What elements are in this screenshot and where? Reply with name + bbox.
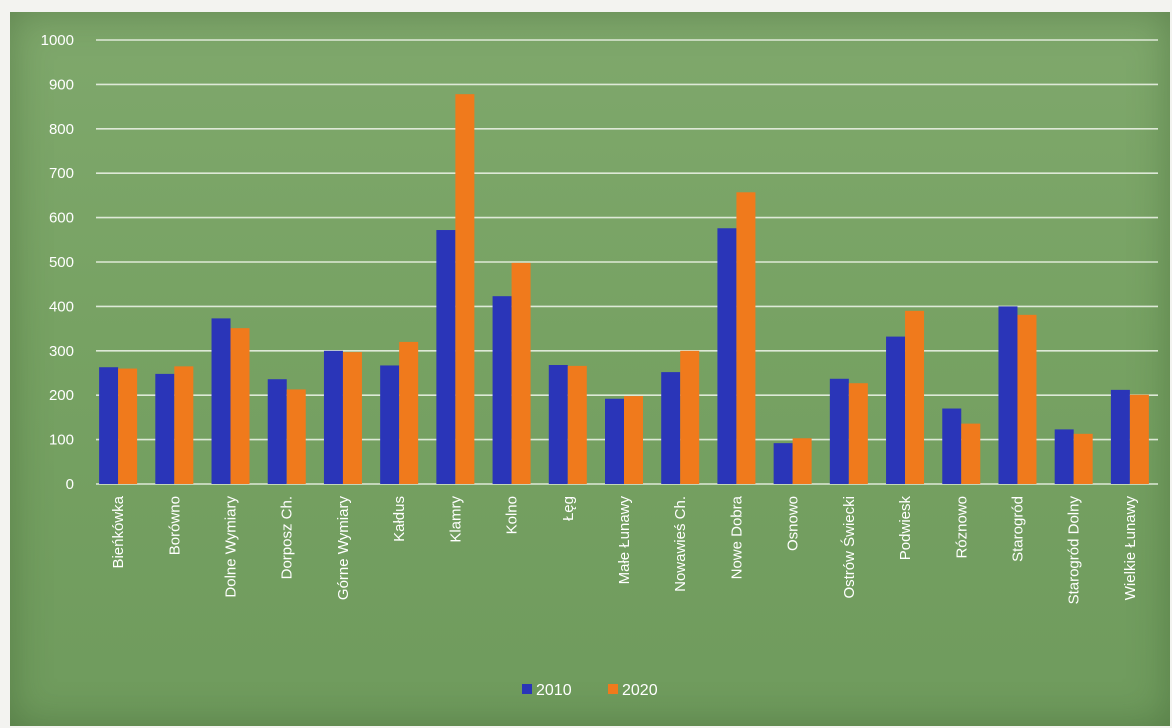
bar-2010-9: [605, 398, 624, 484]
bar-2020-11: [736, 192, 756, 485]
legend-label-2010: 2010: [536, 682, 572, 699]
y-tick-label: 200: [49, 387, 74, 404]
x-category-label: Ostrów Świecki: [840, 496, 858, 599]
bar-2010-7: [492, 296, 512, 484]
bar-2020-8: [567, 365, 587, 484]
bar-2020-7: [511, 262, 531, 484]
x-category-label: Róznowo: [953, 496, 970, 559]
legend-label-2020: 2020: [622, 682, 658, 699]
x-category-label: Nowawieś Ch.: [672, 496, 689, 592]
x-category-label: Małe Łunawy: [616, 496, 633, 585]
x-category-label: Klamry: [447, 496, 464, 543]
bar-2010-5: [380, 365, 400, 484]
bar-2020-9: [624, 396, 643, 484]
x-category-label: Górne Wymiary: [335, 496, 352, 601]
bar-2010-13: [829, 378, 849, 484]
bar-2020-12: [792, 438, 812, 484]
bar-2020-16: [1017, 314, 1037, 484]
x-category-label: Wielkie Łunawy: [1122, 496, 1139, 601]
y-tick-label: 800: [49, 121, 74, 138]
x-category-label: Osnowo: [785, 496, 802, 551]
x-category-label: Starogród Dolny: [1066, 496, 1083, 605]
x-category-label: Kałdus: [391, 496, 408, 542]
chart-frame: 0 100 200 300 400 500 600 700 800 900 1000 Bieńkówk…: [10, 12, 1170, 726]
bar-2020-13: [848, 383, 868, 484]
bar-2010-10: [661, 372, 681, 484]
x-category-label: Dolne Wymiary: [223, 496, 240, 598]
x-category-label: Dorposz Ch.: [279, 496, 296, 579]
y-tick-label: 0: [66, 476, 74, 493]
bar-2020-2: [230, 328, 250, 484]
bar-2010-14: [886, 336, 906, 484]
bar-2020-1: [174, 366, 194, 484]
y-tick-label: 500: [49, 254, 74, 271]
bar-2010-17: [1054, 429, 1074, 484]
bar-2020-18: [1129, 394, 1149, 484]
bar-2020-17: [1073, 433, 1093, 484]
legend-swatch-2020: [608, 684, 618, 694]
bar-2020-15: [961, 423, 981, 484]
bar-2010-2: [211, 318, 231, 484]
bar-2020-10: [680, 350, 700, 484]
bar-2020-3: [286, 389, 306, 484]
y-tick-label: 600: [49, 210, 74, 227]
bar-2010-18: [1110, 389, 1130, 484]
bar-2020-4: [342, 352, 362, 484]
bar-2010-0: [99, 367, 119, 484]
bar-2010-6: [436, 230, 456, 484]
x-category-label: Starogród: [1009, 496, 1026, 562]
bar-2010-15: [942, 408, 962, 484]
bar-2010-12: [773, 443, 793, 484]
bar-2010-11: [717, 228, 737, 484]
bar-2010-8: [548, 365, 568, 484]
y-tick-label: 300: [49, 343, 74, 360]
bar-2010-3: [267, 379, 287, 484]
y-tick-label: 900: [49, 76, 74, 93]
y-tick-label: 100: [49, 432, 74, 449]
legend-swatch-2010: [522, 684, 532, 694]
x-category-label: Borówno: [166, 496, 183, 555]
x-category-label: Kolno: [504, 496, 521, 534]
bar-2020-6: [455, 94, 475, 484]
bar-2010-1: [155, 373, 175, 484]
y-tick-label: 400: [49, 298, 74, 315]
x-category-label: Bieńkówka: [110, 495, 127, 568]
bar-2020-5: [399, 341, 419, 484]
bar-2010-4: [323, 350, 343, 484]
y-tick-label: 700: [49, 165, 74, 182]
x-category-label: Podwiesk: [897, 496, 914, 561]
y-tick-label: 1000: [41, 32, 74, 49]
x-category-label: Łęg: [560, 496, 577, 521]
bar-chart: 0 100 200 300 400 500 600 700 800 900 1000 Bieńkówk…: [41, 32, 1158, 699]
bar-2010-16: [998, 306, 1018, 484]
bar-2020-14: [905, 310, 925, 484]
bar-2020-0: [118, 368, 138, 484]
x-category-label: Nowe Dobra: [728, 495, 745, 579]
